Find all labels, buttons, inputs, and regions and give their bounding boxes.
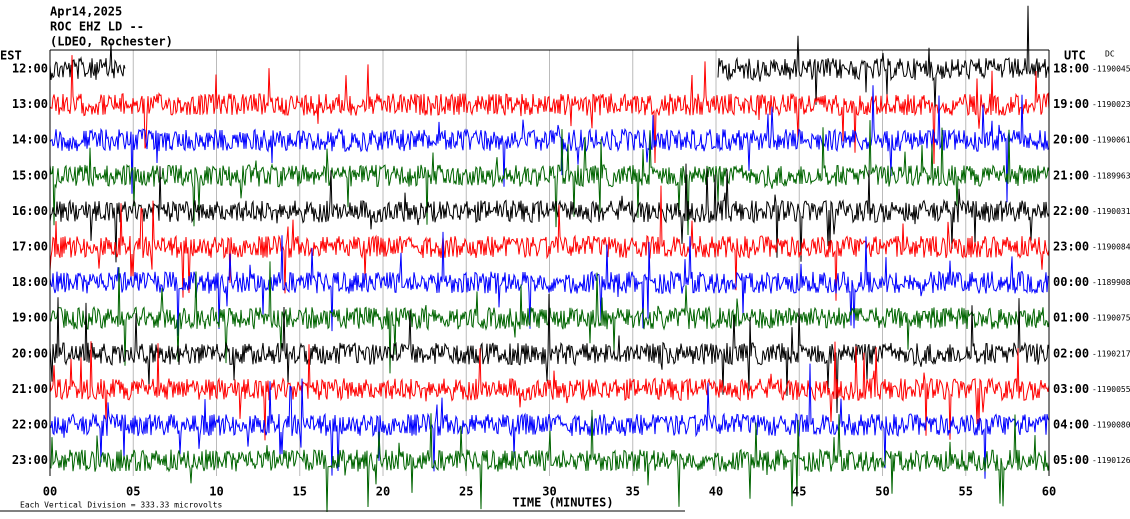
dc-value: -1190080 xyxy=(1092,421,1130,430)
right-axis-label: UTC xyxy=(1064,49,1086,63)
hour-label: 12:00 xyxy=(12,62,48,76)
hour-label: 15:00 xyxy=(12,168,48,182)
utc-label: 19:00 xyxy=(1053,97,1089,111)
x-tick-label: 20 xyxy=(376,485,390,499)
trace xyxy=(49,120,1050,236)
x-tick-label: 10 xyxy=(209,485,223,499)
scale-note: Each Vertical Division = 333.33 microvol… xyxy=(20,501,222,510)
utc-label: 00:00 xyxy=(1053,275,1089,289)
x-tick-label: 60 xyxy=(1042,485,1056,499)
utc-label: 20:00 xyxy=(1053,133,1089,147)
trace xyxy=(49,341,1050,441)
dc-value: -1190084 xyxy=(1092,243,1130,252)
utc-label: 04:00 xyxy=(1053,418,1089,432)
hour-label: 18:00 xyxy=(12,275,48,289)
trace xyxy=(49,363,1050,479)
dc-value: -1189963 xyxy=(1092,171,1130,180)
x-tick-label: 00 xyxy=(43,485,57,499)
utc-label: 18:00 xyxy=(1053,62,1089,76)
x-tick-label: 30 xyxy=(542,485,556,499)
date: Apr14,2025 xyxy=(50,5,122,19)
x-tick-label: 15 xyxy=(293,485,307,499)
hour-label: 16:00 xyxy=(12,204,48,218)
dc-value: -1190031 xyxy=(1092,207,1130,216)
utc-label: 23:00 xyxy=(1053,240,1089,254)
dc-value: -1190055 xyxy=(1092,385,1130,394)
trace xyxy=(49,42,126,80)
x-tick-label: 40 xyxy=(709,485,723,499)
utc-label: 01:00 xyxy=(1053,311,1089,325)
trace xyxy=(49,55,1050,164)
trace xyxy=(49,163,1050,263)
labels: Apr14,2025 ROC EHZ LD -- (LDEO, Rocheste… xyxy=(0,5,1130,512)
hour-label: 19:00 xyxy=(12,311,48,325)
dc-label: DC xyxy=(1105,50,1115,59)
dc-value: -1190075 xyxy=(1092,314,1130,323)
x-axis-title: TIME (MINUTES) xyxy=(512,496,613,510)
hour-label: 20:00 xyxy=(12,346,48,360)
dc-value: -1190061 xyxy=(1092,136,1130,145)
x-tick-label: 25 xyxy=(459,485,473,499)
trace xyxy=(49,409,1050,512)
hour-label: 13:00 xyxy=(12,97,48,111)
hour-label: 21:00 xyxy=(12,382,48,396)
x-tick-label: 35 xyxy=(626,485,640,499)
x-tick-label: 50 xyxy=(875,485,889,499)
hour-label: 23:00 xyxy=(12,453,48,467)
dc-value: -1190045 xyxy=(1092,65,1130,74)
station: ROC EHZ LD -- xyxy=(50,20,144,34)
trace xyxy=(49,185,1050,301)
left-axis-label: EST xyxy=(0,49,22,63)
x-tick-label: 55 xyxy=(959,485,973,499)
utc-label: 22:00 xyxy=(1053,204,1089,218)
source: (LDEO, Rochester) xyxy=(50,35,173,49)
x-tick-label: 45 xyxy=(792,485,806,499)
traces xyxy=(49,5,1050,512)
trace xyxy=(717,5,1050,112)
utc-label: 05:00 xyxy=(1053,453,1089,467)
utc-label: 02:00 xyxy=(1053,346,1089,360)
utc-label: 03:00 xyxy=(1053,382,1089,396)
hour-label: 14:00 xyxy=(12,133,48,147)
dc-value: -1190126 xyxy=(1092,456,1130,465)
x-tick-label: 05 xyxy=(126,485,140,499)
utc-label: 21:00 xyxy=(1053,168,1089,182)
dc-value: -1190023 xyxy=(1092,100,1130,109)
dc-value: -1189908 xyxy=(1092,278,1130,287)
hour-label: 22:00 xyxy=(12,418,48,432)
hour-label: 17:00 xyxy=(12,240,48,254)
trace xyxy=(49,85,1050,203)
trace xyxy=(49,231,1050,336)
trace xyxy=(49,293,1050,414)
dc-value: -1190217 xyxy=(1092,349,1130,358)
